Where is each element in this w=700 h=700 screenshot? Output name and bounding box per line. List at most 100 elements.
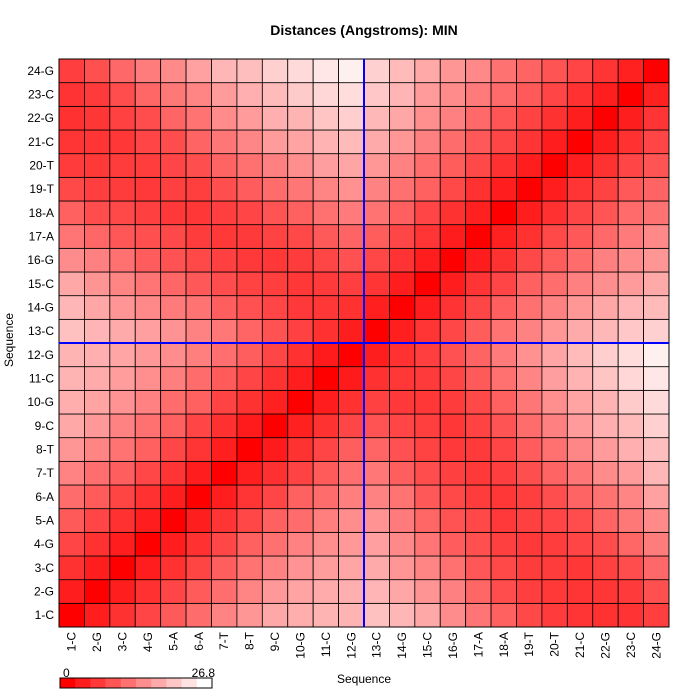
heatmap-cell (211, 508, 238, 533)
heatmap-cell (312, 58, 339, 84)
heatmap-cell (58, 129, 85, 155)
heatmap-cell (389, 318, 416, 344)
heatmap-cell (109, 484, 136, 510)
heatmap-cell (617, 437, 644, 462)
heatmap-cell (490, 508, 517, 533)
heatmap-cell (134, 342, 162, 368)
x-tick-label: 24-G (649, 632, 663, 659)
x-tick-label: 9-C (268, 632, 282, 652)
heatmap-cell (134, 153, 162, 178)
heatmap-cell (363, 579, 390, 604)
heatmap-cell (439, 437, 467, 462)
heatmap-cell (160, 579, 187, 604)
heatmap-cell (185, 318, 212, 344)
heatmap-cell (185, 484, 212, 510)
heatmap-cell (211, 318, 238, 344)
heatmap-cell (160, 437, 187, 462)
heatmap-cell (338, 460, 365, 486)
heatmap-cell (389, 460, 416, 486)
heatmap-cell (312, 555, 339, 581)
heatmap-cell (643, 105, 670, 131)
heatmap-cell (592, 602, 619, 628)
heatmap-cell (185, 460, 212, 486)
heatmap-cell (160, 484, 187, 510)
heatmap-cell (211, 602, 238, 628)
heatmap-cell (490, 579, 517, 604)
heatmap-cell (236, 366, 263, 391)
heatmap-cells (58, 58, 670, 628)
heatmap-cell (236, 176, 263, 202)
heatmap-cell (185, 531, 212, 557)
heatmap-cell (160, 271, 187, 297)
heatmap-cell (84, 413, 111, 439)
x-tick-label: 20-T (548, 631, 562, 656)
heatmap-cell (109, 129, 136, 155)
y-tick-label: 6-A (35, 490, 54, 504)
heatmap-cell (261, 389, 289, 415)
heatmap-cell (414, 508, 441, 533)
heatmap-cell (236, 602, 263, 628)
heatmap-cell (236, 105, 263, 131)
heatmap-cell (541, 271, 568, 297)
heatmap-cell (312, 224, 339, 249)
colorbar-max-label: 26.8 (192, 666, 216, 680)
heatmap-cell (134, 105, 162, 131)
heatmap-cell (592, 389, 619, 415)
heatmap-cell (236, 460, 263, 486)
heatmap-cell (541, 82, 568, 107)
heatmap-cell (490, 82, 517, 107)
heatmap-cell (465, 247, 492, 273)
heatmap-cell (516, 484, 543, 510)
heatmap-cell (84, 318, 111, 344)
heatmap-cell (414, 460, 441, 486)
heatmap-cell (363, 58, 390, 84)
heatmap-cell (236, 579, 263, 604)
heatmap-cell (414, 318, 441, 344)
heatmap-cell (185, 413, 212, 439)
heatmap-cell (643, 366, 670, 391)
heatmap-cell (287, 579, 314, 604)
heatmap-cell (414, 247, 441, 273)
heatmap-cell (287, 389, 314, 415)
heatmap-cell (465, 105, 492, 131)
heatmap-cell (261, 224, 289, 249)
heatmap-cell (134, 129, 162, 155)
heatmap-cell (312, 484, 339, 510)
x-tick-label: 8-T (243, 631, 257, 650)
heatmap-cell (58, 437, 85, 462)
heatmap-cell (439, 555, 467, 581)
heatmap-cell (312, 105, 339, 131)
heatmap-cell (58, 602, 85, 628)
heatmap-cell (312, 318, 339, 344)
heatmap-cell (58, 555, 85, 581)
heatmap-cell (109, 224, 136, 249)
heatmap-cell (363, 105, 390, 131)
heatmap-cell (185, 129, 212, 155)
heatmap-cell (134, 200, 162, 226)
y-tick-label: 15-C (28, 277, 54, 291)
heatmap-cell (84, 153, 111, 178)
heatmap-cell (363, 200, 390, 226)
heatmap-cell (134, 247, 162, 273)
heatmap-cell (541, 58, 568, 84)
heatmap-cell (160, 247, 187, 273)
heatmap-cell (109, 366, 136, 391)
heatmap-cell (617, 602, 644, 628)
heatmap-cell (617, 389, 644, 415)
y-tick-label: 11-C (29, 372, 54, 386)
y-tick-label: 22-G (27, 111, 54, 125)
heatmap-cell (363, 531, 390, 557)
heatmap-cell (439, 105, 467, 131)
heatmap-cell (160, 531, 187, 557)
heatmap-cell (592, 579, 619, 604)
heatmap-cell (185, 342, 212, 368)
heatmap-cell (338, 129, 365, 155)
y-tick-label: 16-G (27, 253, 54, 267)
heatmap-cell (363, 129, 390, 155)
heatmap-cell (185, 58, 212, 84)
heatmap-cell (261, 531, 289, 557)
heatmap-cell (465, 484, 492, 510)
y-tick-label: 23-C (28, 88, 54, 102)
heatmap-cell (109, 318, 136, 344)
heatmap-cell (490, 176, 517, 202)
